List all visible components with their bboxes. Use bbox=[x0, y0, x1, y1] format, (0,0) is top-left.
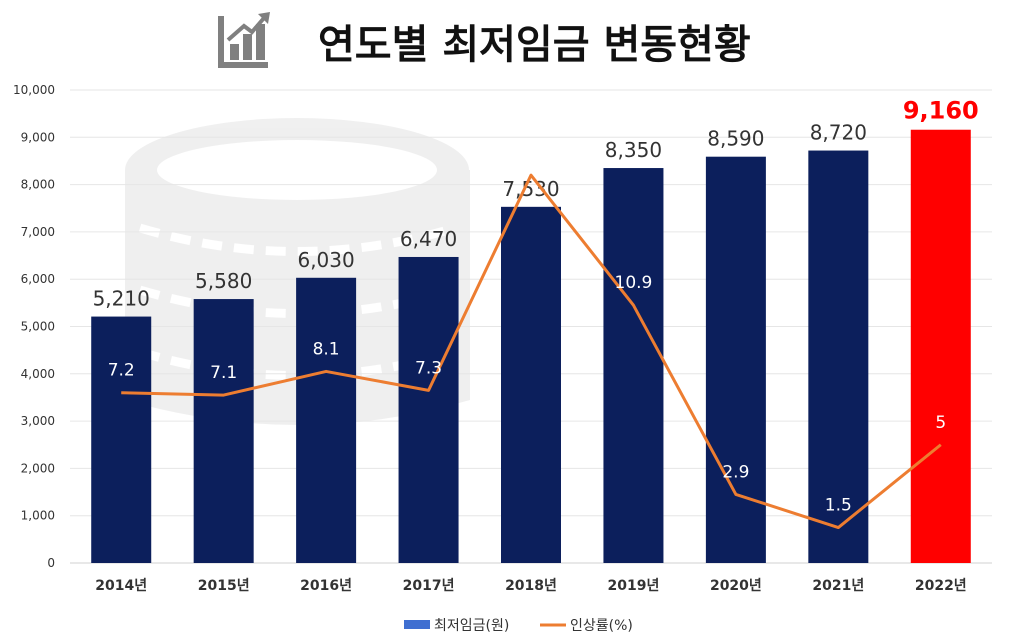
x-tick-label: 2018년 bbox=[505, 578, 557, 594]
rate-value-label: 10.9 bbox=[615, 273, 653, 293]
bar-value-label: 5,580 bbox=[195, 269, 252, 293]
bar-value-label: 8,720 bbox=[810, 121, 867, 145]
bar bbox=[91, 316, 152, 563]
line-series bbox=[121, 173, 942, 530]
bar bbox=[398, 256, 459, 563]
bar-series bbox=[91, 129, 971, 564]
legend-bar-swatch bbox=[404, 620, 430, 629]
bar-value-label: 5,210 bbox=[93, 287, 150, 311]
x-tick-label: 2017년 bbox=[403, 578, 455, 594]
bar bbox=[501, 206, 561, 563]
y-tick-label: 7,000 bbox=[21, 225, 55, 239]
bar bbox=[193, 299, 254, 563]
y-tick-label: 10,000 bbox=[13, 83, 55, 97]
y-tick-label: 2,000 bbox=[21, 461, 55, 475]
chart-growth-icon bbox=[218, 12, 270, 68]
y-tick-label: 8,000 bbox=[21, 178, 55, 192]
x-tick-label: 2022년 bbox=[915, 578, 967, 594]
x-tick-label: 2020년 bbox=[710, 578, 762, 594]
bar-value-label: 8,350 bbox=[605, 138, 662, 162]
bar-value-label: 6,470 bbox=[400, 227, 457, 251]
bar-value-label: 8,590 bbox=[707, 127, 764, 151]
legend-bar-label: 최저임금(원) bbox=[434, 618, 509, 634]
line-labels: 7.2 7.1 8.1 7.3 16.4 10.9 2.9 1.5 5 bbox=[108, 143, 946, 515]
bar bbox=[603, 168, 664, 564]
rate-value-label: 5 bbox=[935, 413, 946, 433]
x-tick-label: 2019년 bbox=[608, 578, 660, 594]
legend-line-label: 인상률(%) bbox=[570, 618, 633, 634]
x-tick-label: 2014년 bbox=[95, 578, 147, 594]
rate-value-label: 2.9 bbox=[722, 462, 749, 482]
x-tick-label: 2016년 bbox=[300, 578, 352, 594]
rate-value-label: 7.3 bbox=[415, 358, 442, 378]
legend: 최저임금(원) 인상률(%) bbox=[404, 618, 633, 634]
x-tick-label: 2015년 bbox=[198, 578, 250, 594]
x-axis: 2014년 2015년 2016년 2017년 2018년 2019년 2020년 2021년… bbox=[95, 578, 966, 594]
bar-labels: 5,210 5,580 6,030 6,470 7,530 8,350 8,590 8,720… bbox=[93, 97, 979, 311]
rate-value-label: 7.1 bbox=[210, 363, 237, 383]
y-tick-label: 6,000 bbox=[21, 272, 55, 286]
rate-value-label: 7.2 bbox=[108, 361, 135, 381]
bar-value-label: 6,030 bbox=[297, 248, 354, 272]
bar bbox=[296, 277, 357, 563]
rate-value-label: 8.1 bbox=[313, 339, 340, 359]
chart-title: 연도별 최저임금 변동현황 bbox=[318, 22, 751, 68]
y-tick-label: 4,000 bbox=[21, 367, 55, 381]
y-tick-label: 0 bbox=[47, 556, 55, 570]
y-tick-label: 1,000 bbox=[21, 509, 55, 523]
y-tick-label: 3,000 bbox=[21, 414, 55, 428]
rate-value-label: 16.4 bbox=[512, 143, 550, 163]
bar-value-label: 9,160 bbox=[903, 97, 979, 125]
rate-value-label: 1.5 bbox=[825, 496, 852, 516]
y-axis: 0 1,000 2,000 3,000 4,000 5,000 6,000 7,000 8,00… bbox=[13, 83, 55, 570]
bar bbox=[808, 150, 869, 563]
x-tick-label: 2021년 bbox=[812, 578, 864, 594]
y-tick-label: 9,000 bbox=[21, 130, 55, 144]
bar-value-label: 7,530 bbox=[502, 177, 559, 201]
y-tick-label: 5,000 bbox=[21, 320, 55, 334]
bar bbox=[910, 129, 971, 563]
